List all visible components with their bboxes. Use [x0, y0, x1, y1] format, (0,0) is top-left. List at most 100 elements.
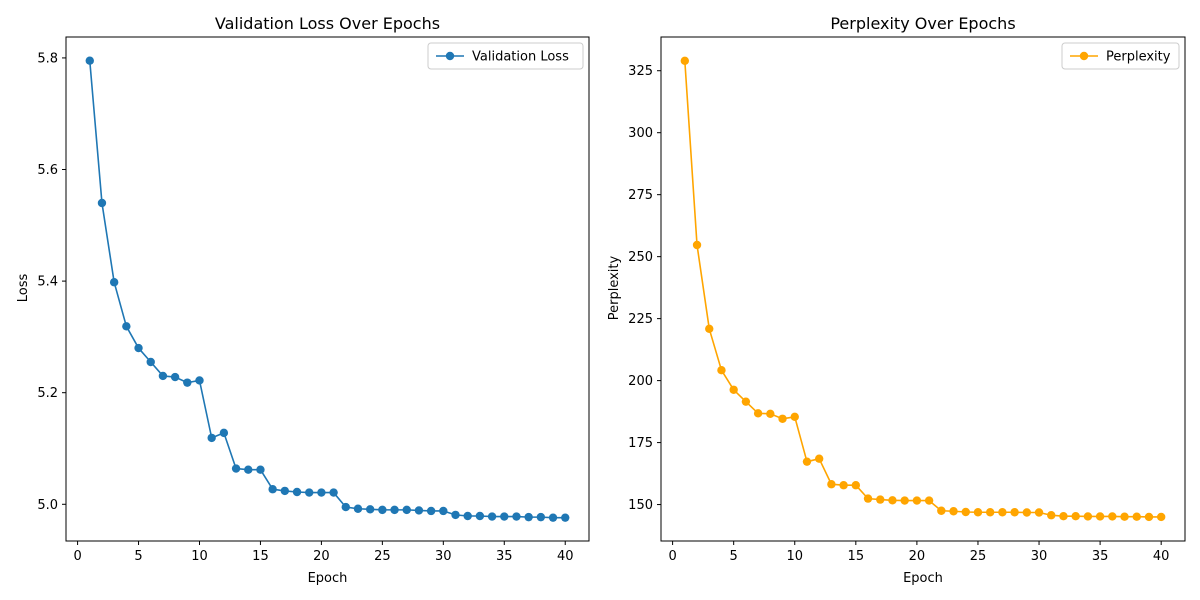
loss-axes-frame — [65, 36, 590, 542]
loss-x-tick-label: 5 — [134, 549, 142, 564]
perplexity-legend: Perplexity — [1061, 42, 1180, 70]
perplexity-data-point — [680, 56, 690, 65]
perplexity-y-axis-label: Perplexity — [607, 255, 622, 320]
perplexity-y-tick-label: 250 — [628, 250, 653, 265]
perplexity-y-tick-label: 200 — [628, 374, 653, 389]
loss-data-point — [195, 376, 204, 385]
loss-data-point — [426, 506, 436, 516]
perplexity-x-tick-label: 5 — [730, 549, 738, 564]
perplexity-data-point — [778, 414, 787, 423]
loss-y-axis-label: Loss — [16, 274, 31, 303]
loss-data-point — [536, 512, 546, 522]
perplexity-data-point — [961, 507, 970, 517]
perplexity-data-point — [753, 409, 763, 418]
loss-series-line — [88, 60, 566, 519]
perplexity-data-point — [1022, 508, 1032, 517]
loss-data-point — [524, 512, 533, 522]
perplexity-data-point — [1132, 512, 1141, 521]
loss-x-tick-label: 25 — [374, 549, 391, 564]
perplexity-series-line — [684, 60, 1162, 518]
loss-plot-area: 0 5 10 15 20 25 30 35 40 5.0 5.2 5.4 5.6 5.8 Validatio… — [37, 36, 590, 564]
perplexity-data-point — [839, 481, 848, 490]
loss-data-point — [365, 505, 375, 514]
loss-x-tick-label: 30 — [435, 549, 452, 564]
loss-x-tick-label: 15 — [252, 549, 269, 564]
perplexity-legend-marker — [1079, 51, 1089, 61]
loss-data-point — [280, 486, 290, 496]
loss-chart-title: Validation Loss Over Epochs — [215, 14, 440, 33]
loss-legend-marker — [445, 51, 455, 61]
loss-data-point — [414, 506, 424, 515]
loss-data-point — [122, 322, 131, 331]
perplexity-data-point — [924, 496, 934, 505]
perplexity-data-point — [851, 481, 861, 490]
loss-data-point — [170, 372, 180, 382]
perplexity-chart-title: Perplexity Over Epochs — [830, 14, 1015, 33]
loss-data-point — [109, 278, 119, 287]
perplexity-data-point — [949, 507, 958, 516]
loss-data-point — [146, 357, 155, 367]
loss-data-point — [451, 510, 460, 520]
loss-data-point — [487, 512, 497, 521]
loss-data-point — [317, 488, 326, 497]
perplexity-data-point — [876, 495, 885, 504]
loss-x-tick-label: 0 — [73, 549, 81, 564]
loss-y-tick-label: 5.6 — [37, 163, 58, 178]
loss-legend-label: Validation Loss — [472, 50, 569, 65]
loss-data-point — [219, 428, 229, 438]
loss-data-point — [244, 465, 253, 474]
perplexity-y-tick-label: 275 — [628, 188, 653, 203]
perplexity-x-axis-label: Epoch — [903, 571, 943, 586]
loss-legend-box — [427, 42, 584, 70]
perplexity-y-tick-label: 225 — [628, 312, 653, 327]
loss-data-point — [378, 505, 387, 515]
perplexity-data-point — [814, 454, 824, 463]
perplexity-data-point — [1120, 512, 1129, 521]
loss-data-point — [500, 512, 509, 521]
perplexity-data-point — [937, 506, 946, 515]
loss-x-tick-label: 35 — [496, 549, 513, 564]
perplexity-data-point — [863, 494, 873, 503]
perplexity-data-point — [692, 240, 702, 250]
perplexity-data-point — [900, 496, 909, 505]
perplexity-data-point — [790, 412, 799, 421]
loss-data-point — [268, 485, 277, 494]
loss-data-point — [231, 464, 241, 473]
perplexity-y-tick-label: 150 — [628, 498, 653, 513]
loss-data-point — [207, 433, 216, 443]
perplexity-data-point — [1071, 512, 1080, 521]
perplexity-data-point — [827, 480, 836, 489]
perplexity-y-tick-label: 175 — [628, 436, 653, 451]
loss-data-point — [183, 378, 192, 387]
perplexity-panel: Perplexity Over Epochs Epoch Perplexity … — [607, 14, 1186, 586]
loss-x-axis-label: Epoch — [308, 571, 348, 586]
perplexity-x-tick-label: 40 — [1153, 549, 1170, 564]
perplexity-data-point — [1095, 512, 1105, 521]
perplexity-x-tick-label: 15 — [848, 549, 865, 564]
loss-y-tick-label: 5.8 — [37, 51, 58, 66]
loss-panel: Validation Loss Over Epochs Epoch Loss 0… — [16, 14, 590, 586]
perplexity-legend-box — [1061, 42, 1180, 70]
loss-data-point — [390, 505, 399, 515]
loss-data-point — [463, 511, 472, 521]
loss-data-point — [512, 512, 521, 521]
perplexity-data-point — [1083, 512, 1093, 521]
perplexity-data-point — [973, 508, 983, 517]
perplexity-data-point — [888, 496, 897, 505]
perplexity-x-tick-label: 10 — [786, 549, 803, 564]
loss-data-point — [256, 465, 265, 474]
perplexity-data-point — [741, 397, 751, 406]
loss-data-point — [439, 506, 448, 516]
perplexity-data-point — [717, 365, 726, 375]
perplexity-data-point — [802, 457, 812, 466]
loss-data-point — [341, 502, 350, 512]
loss-data-point — [561, 513, 570, 522]
perplexity-data-point — [1047, 511, 1056, 520]
perplexity-data-point — [1156, 512, 1166, 522]
loss-data-point — [329, 488, 338, 497]
loss-data-point — [402, 505, 411, 515]
loss-data-point — [475, 511, 485, 521]
loss-y-tick-label: 5.0 — [37, 498, 58, 513]
loss-data-point — [292, 487, 302, 497]
perplexity-legend-label: Perplexity — [1106, 50, 1171, 65]
